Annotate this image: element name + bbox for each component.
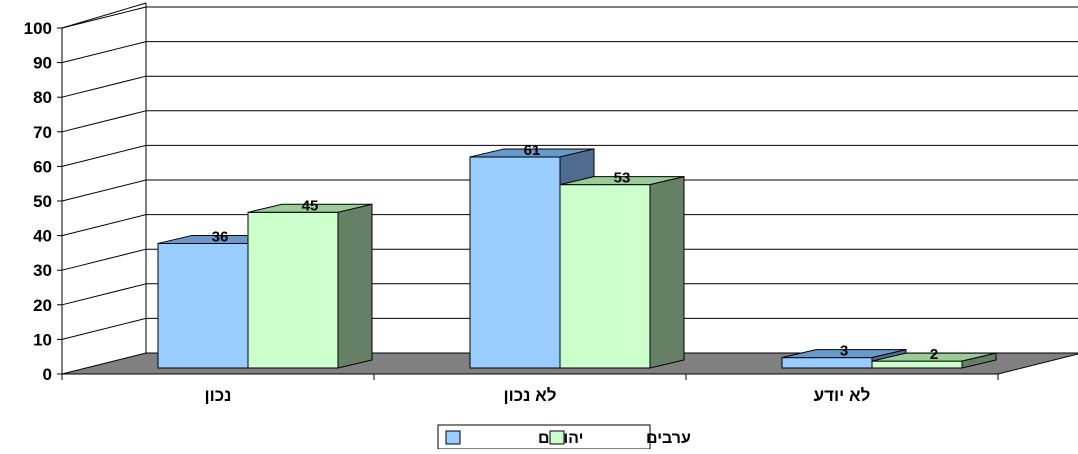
gridline-side	[61, 41, 147, 64]
y-tick-label: 100	[24, 19, 52, 38]
gridline-side	[61, 179, 147, 202]
gridline-side	[61, 6, 147, 29]
bar-side	[649, 175, 685, 369]
category-label: לא נכון	[503, 386, 556, 405]
legend-box	[437, 424, 651, 450]
bar-side	[961, 352, 997, 369]
category-label: נכון	[205, 386, 232, 405]
y-tick-label: 0	[43, 365, 52, 384]
legend-label: ערבים	[646, 430, 691, 447]
data-label: 36	[212, 228, 229, 245]
y-tick-label: 50	[33, 192, 52, 211]
bar-front	[157, 242, 249, 369]
y-tick-label: 40	[33, 227, 52, 246]
y-tick-label: 70	[33, 123, 52, 142]
gridline-side	[61, 75, 147, 98]
gridline-side	[61, 110, 147, 133]
gridline-side	[61, 214, 147, 237]
gridline-side	[61, 317, 147, 340]
gridline-side	[61, 248, 147, 271]
y-tick-label: 10	[33, 330, 52, 349]
bar-front	[469, 156, 561, 369]
y-tick-label: 30	[33, 261, 52, 280]
bar-series	[157, 148, 997, 369]
data-label: 3	[840, 343, 848, 360]
data-label: 2	[930, 346, 938, 363]
gridline-side	[61, 283, 147, 306]
legend: יהודיםערבים	[437, 424, 691, 450]
gridline-side	[61, 144, 147, 167]
axes: 0 10 20 30 40 50 60 70 80 90 100 נכון לא נכון לא יודע	[24, 19, 999, 405]
bar-front	[247, 211, 339, 369]
data-label: 53	[614, 170, 631, 187]
bar-front	[871, 360, 963, 369]
data-labels: 36 45 61 53 3 2	[212, 142, 939, 363]
side-wall-top-edge	[61, 2, 147, 29]
data-label: 45	[302, 197, 319, 214]
legend-swatch	[445, 430, 461, 445]
bar-front	[781, 357, 873, 369]
y-tick-label: 80	[33, 88, 52, 107]
y-tick-label: 60	[33, 157, 52, 176]
category-label: לא יודע	[814, 386, 871, 405]
bar-front	[559, 184, 651, 369]
bar-side	[337, 203, 373, 369]
y-tick-label: 90	[33, 54, 52, 73]
legend-swatch	[549, 430, 565, 445]
data-label: 61	[524, 142, 541, 159]
chart-walls	[61, 2, 147, 353]
y-tick-label: 20	[33, 296, 52, 315]
